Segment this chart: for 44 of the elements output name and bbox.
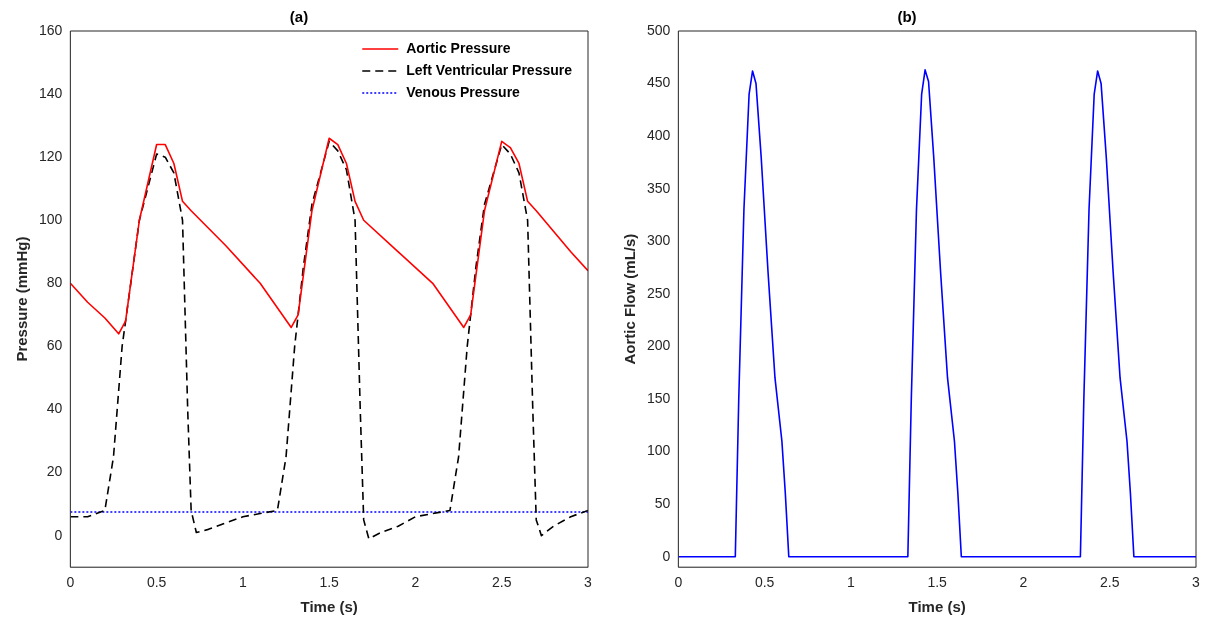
y-tick-label: 0 [662, 547, 671, 564]
y-tick-label: 40 [46, 400, 63, 417]
x-tick-label: 3 [584, 574, 593, 591]
x-axis-title: Time (s) [300, 598, 358, 616]
x-tick-label: 2.5 [491, 574, 512, 591]
x-tick-label: 3 [1192, 574, 1201, 591]
line-series [70, 140, 588, 540]
y-tick-label: 200 [647, 337, 671, 354]
x-tick-label: 0 [66, 574, 75, 591]
y-tick-label: 400 [647, 127, 671, 143]
y-tick-label: 100 [39, 211, 63, 228]
x-tick-label: 2 [1019, 574, 1028, 591]
x-tick-label: 2.5 [1099, 574, 1120, 591]
legend-label: Left Ventricular Pressure [406, 61, 573, 78]
y-tick-label: 20 [46, 463, 63, 480]
y-axis-title: Aortic Flow (mL/s) [621, 233, 639, 365]
chart-title: (a) [289, 8, 309, 26]
y-tick-label: 350 [647, 179, 671, 196]
y-tick-label: 300 [647, 232, 671, 249]
y-tick-label: 150 [647, 389, 671, 406]
x-tick-label: 1.5 [927, 574, 948, 591]
x-tick-label: 2 [411, 574, 420, 591]
x-tick-label: 1.5 [319, 574, 340, 591]
y-tick-label: 0 [54, 526, 63, 543]
y-tick-label: 140 [39, 84, 63, 101]
y-tick-label: 120 [39, 148, 63, 165]
y-tick-label: 500 [647, 21, 671, 38]
x-tick-label: 1 [239, 574, 248, 591]
legend-label: Aortic Pressure [406, 39, 511, 56]
y-tick-label: 100 [647, 442, 671, 459]
x-tick-label: 0 [674, 574, 683, 591]
legend-label: Venous Pressure [406, 83, 521, 100]
x-axis-title: Time (s) [908, 598, 966, 616]
y-tick-label: 250 [647, 284, 671, 301]
x-tick-label: 1 [847, 574, 856, 591]
y-tick-label: 50 [654, 494, 671, 511]
y-tick-label: 60 [46, 337, 63, 354]
x-tick-label: 0.5 [146, 574, 167, 591]
x-tick-label: 0.5 [754, 574, 775, 591]
y-tick-label: 80 [46, 274, 63, 291]
y-tick-label: 450 [647, 74, 671, 91]
y-axis-title: Pressure (mmHg) [13, 236, 31, 362]
chart-title: (b) [897, 8, 917, 26]
y-tick-label: 160 [39, 21, 63, 38]
